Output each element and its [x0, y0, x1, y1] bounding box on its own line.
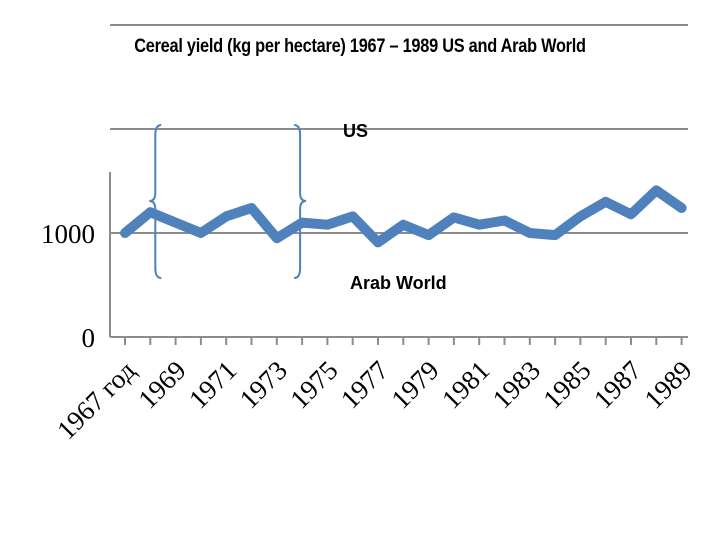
y-tick-label: 0	[82, 323, 96, 353]
x-tick-label: 1979	[385, 355, 444, 414]
x-tick-label: 1975	[284, 355, 343, 414]
x-tick-label: 1967 год	[51, 355, 141, 445]
x-tick-labels: 1967 год19691971197319751977197919811983…	[51, 355, 698, 445]
series-line-arab-world	[120, 185, 687, 248]
x-tick-label: 1989	[638, 355, 697, 414]
axes	[109, 172, 688, 345]
bracket-left	[149, 124, 162, 279]
series-label-us: US	[343, 121, 368, 141]
bracket-annotation	[149, 124, 307, 279]
bracket-right	[294, 124, 307, 279]
series-lines	[120, 185, 687, 248]
x-tick-label: 1987	[588, 355, 647, 414]
x-tick-label: 1973	[234, 355, 293, 414]
chart-title: Cereal yield (kg per hectare) 1967 – 198…	[134, 36, 586, 57]
y-tick-label: 1000	[41, 219, 95, 249]
x-tick-label: 1977	[335, 355, 394, 414]
x-tick-label: 1983	[487, 355, 546, 414]
series-label-arab-world: Arab World	[350, 273, 447, 293]
grid-lines	[110, 24, 688, 234]
x-tick-label: 1971	[183, 355, 242, 414]
y-tick-labels: 0 1000	[41, 219, 95, 353]
x-tick-label: 1985	[537, 355, 596, 414]
x-tick-label: 1981	[436, 355, 495, 414]
x-tick-label: 1969	[132, 355, 191, 414]
